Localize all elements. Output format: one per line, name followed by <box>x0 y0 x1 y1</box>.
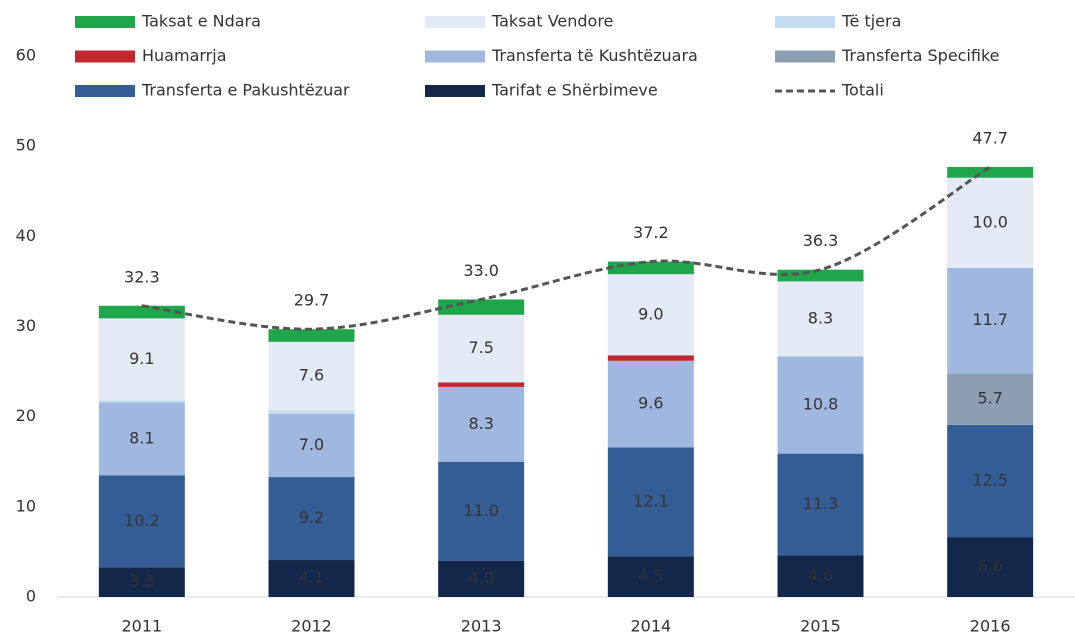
bar-segment <box>777 555 864 597</box>
bar-segment <box>947 373 1034 425</box>
data-label: 4.5 <box>638 566 663 585</box>
data-label: 4.0 <box>468 568 493 587</box>
legend-label: Totali <box>841 81 884 100</box>
data-label: 8.3 <box>468 414 493 433</box>
x-tick-label: 2013 <box>461 617 502 635</box>
data-label: 8.3 <box>808 308 833 327</box>
total-label: 33.0 <box>463 261 499 280</box>
x-tick-label: 2016 <box>970 617 1011 635</box>
bar-segment <box>947 424 1034 538</box>
y-tick-label: 50 <box>16 136 36 155</box>
bar-segment <box>268 413 355 478</box>
bar-segment <box>98 475 185 568</box>
legend-label: Transferta e Pakushtëzuar <box>141 81 350 100</box>
legend-label: Tarifat e Shërbimeve <box>491 81 658 100</box>
bar-segment <box>947 166 1034 178</box>
bar-segment <box>777 453 864 556</box>
data-label: 7.6 <box>299 366 324 385</box>
data-label: 10.2 <box>124 511 160 530</box>
x-tick-label: 2014 <box>630 617 671 635</box>
data-label: 12.1 <box>633 491 669 510</box>
bar-segment <box>607 447 694 557</box>
bar-segment <box>947 267 1034 374</box>
bar-segment <box>438 382 525 387</box>
bar-segment <box>98 400 185 403</box>
legend-swatch <box>775 16 835 28</box>
x-tick-label: 2015 <box>800 617 841 635</box>
data-label: 9.6 <box>638 394 663 413</box>
x-tick-label: 2011 <box>121 617 162 635</box>
bar-segment <box>607 556 694 597</box>
data-label: 4.6 <box>808 566 833 585</box>
y-tick-label: 0 <box>26 587 36 606</box>
legend-label: Taksat Vendore <box>491 12 613 31</box>
bar-segment <box>607 355 694 361</box>
y-tick-label: 20 <box>16 406 36 425</box>
legend-label: Taksat e Ndara <box>141 12 261 31</box>
total-label: 29.7 <box>294 291 330 310</box>
legend-swatch <box>425 16 485 28</box>
data-label: 10.0 <box>972 212 1008 231</box>
bar-segment <box>268 410 355 414</box>
data-label: 9.0 <box>638 304 663 323</box>
bar-segment <box>438 386 525 462</box>
bar-segment <box>607 274 694 356</box>
legend-swatch <box>75 85 135 97</box>
data-label: 11.7 <box>972 310 1008 329</box>
bar-segment <box>268 329 355 342</box>
data-label: 9.1 <box>129 349 154 368</box>
bar-segment <box>777 356 864 454</box>
legend-swatch <box>425 85 485 97</box>
bar-segment <box>947 177 1034 268</box>
data-label: 6.6 <box>977 557 1002 576</box>
x-tick-label: 2012 <box>291 617 332 635</box>
bar-segment <box>438 461 525 561</box>
legend-label: Transferta Specifike <box>841 46 1000 65</box>
data-label: 3.3 <box>129 572 154 591</box>
y-tick-label: 40 <box>16 226 36 245</box>
bar-segment <box>777 269 864 282</box>
legend-label: Të tjera <box>841 12 901 31</box>
data-label: 4.1 <box>299 568 324 587</box>
y-tick-label: 10 <box>16 496 36 515</box>
total-line <box>141 165 991 331</box>
data-label: 5.7 <box>977 389 1002 408</box>
data-label: 10.8 <box>803 394 839 413</box>
data-label: 11.0 <box>463 501 499 520</box>
legend-swatch <box>75 16 135 28</box>
bar-segment <box>98 305 185 319</box>
legend-label: Transferta të Kushtëzuara <box>491 46 698 65</box>
bar-segment <box>268 477 355 561</box>
legend-swatch <box>75 50 135 63</box>
total-label: 47.7 <box>972 128 1008 147</box>
data-label: 8.1 <box>129 428 154 447</box>
total-label: 32.3 <box>124 267 160 286</box>
legend-label: Huamarrja <box>142 46 227 65</box>
bar-segment <box>438 560 525 597</box>
data-label: 9.2 <box>299 508 324 527</box>
bar-segment <box>777 281 864 357</box>
bar-segment <box>98 567 185 597</box>
bar-segment <box>268 341 355 411</box>
bar-segment <box>98 318 185 401</box>
bar-segment <box>438 314 525 383</box>
bar-segment <box>947 537 1034 597</box>
data-label: 7.5 <box>468 338 493 357</box>
y-tick-label: 30 <box>16 316 36 335</box>
y-tick-label: 60 <box>16 46 36 65</box>
bar-segment <box>268 560 355 597</box>
bar-segment <box>607 261 694 275</box>
bar-segment <box>607 360 694 448</box>
legend-swatch <box>775 50 835 63</box>
data-label: 12.5 <box>972 471 1008 490</box>
bar-segment <box>98 402 185 476</box>
legend-swatch <box>425 50 485 63</box>
total-label: 37.2 <box>633 223 669 242</box>
total-label: 36.3 <box>803 231 839 250</box>
data-label: 7.0 <box>299 435 324 454</box>
data-label: 11.3 <box>803 494 839 513</box>
